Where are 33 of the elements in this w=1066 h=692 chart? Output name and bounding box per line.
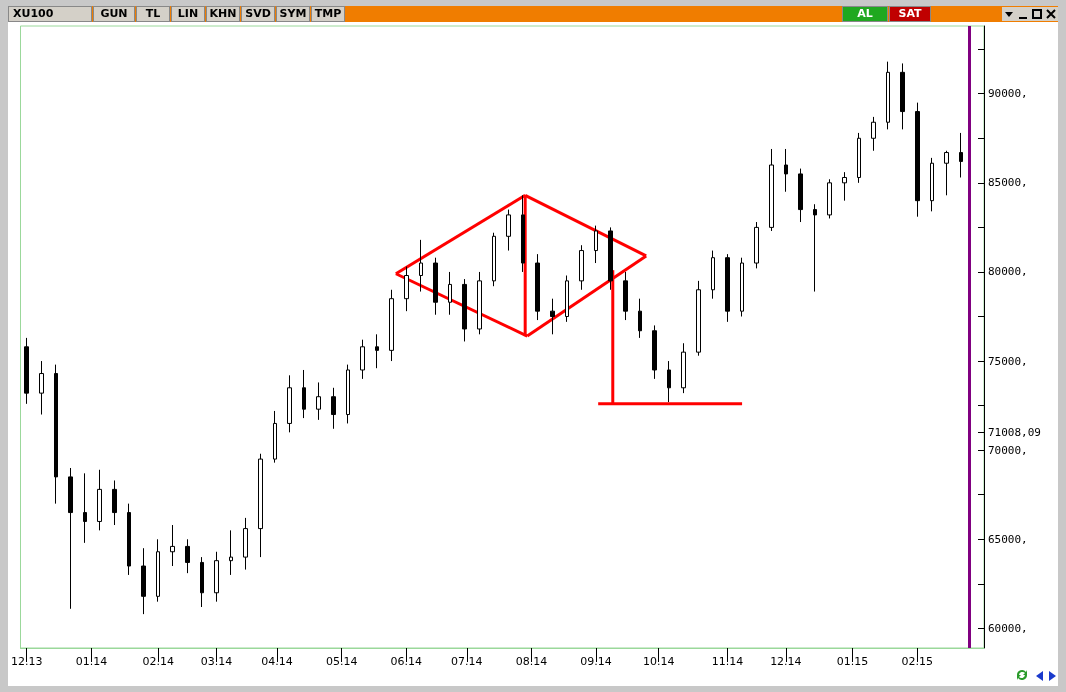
text: AL (842, 6, 888, 22)
x-tick-label: 05.14 (325, 655, 358, 668)
y-tick-label: 60000, (988, 621, 1028, 635)
x-tick-label: 09.14 (580, 655, 612, 668)
x-tick-label: 03.14 (200, 655, 233, 668)
x-tick-label: 06.14 (390, 655, 423, 668)
text: LIN (171, 6, 205, 22)
x-tick-label: 08.14 (515, 655, 548, 668)
text: SVD (241, 6, 275, 22)
x-tick-label: 12.13 (11, 655, 43, 668)
y-tick-label: 75000, (988, 354, 1028, 368)
y-tick-label: 71008,09 (988, 425, 1041, 439)
x-tick-label: 07.14 (451, 655, 483, 668)
x-tick-label: 11.14 (711, 655, 744, 668)
x-tick-label: 04.14 (261, 655, 293, 668)
text: GUN (93, 6, 135, 22)
y-tick-label: 70000, (988, 443, 1028, 457)
y-tick-label: 85000, (988, 176, 1028, 190)
text: KHN (206, 6, 240, 22)
chart-title: XU100 (8, 6, 92, 22)
y-tick-label: 80000, (988, 265, 1028, 279)
text: TL (136, 6, 170, 22)
x-tick-label: 02.15 (901, 655, 934, 668)
x-tick-label: 12.14 (770, 655, 802, 668)
y-tick-label: 90000, (988, 87, 1028, 101)
x-tick-label: 02.14 (142, 655, 174, 668)
x-tick-label: 10.14 (642, 655, 675, 668)
text: TMP (311, 6, 345, 22)
text: SAT (889, 6, 931, 22)
x-tick-label: 01.14 (75, 655, 108, 668)
x-tick-label: 01.15 (836, 655, 869, 668)
y-tick-label: 65000, (988, 532, 1028, 546)
text: SYM (276, 6, 310, 22)
